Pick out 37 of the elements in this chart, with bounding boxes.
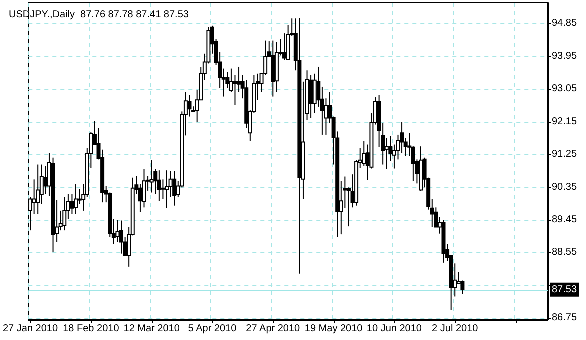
text: USDJPY.,Daily 87.76 87.78 87.41 87.53 <box>9 10 190 20</box>
x-tick-label: 12 Mar 2010 <box>124 324 180 334</box>
x-tick-label: 10 Jun 2010 <box>366 324 422 334</box>
x-tick-label: 5 Apr 2010 <box>188 324 238 334</box>
candlestick <box>36 164 40 215</box>
candlestick <box>157 170 162 202</box>
y-tick-label: 94.85 <box>552 18 578 30</box>
candlestick <box>116 220 120 243</box>
x-tick-label: 18 Feb 2010 <box>63 324 120 334</box>
x-tick-label: 27 Jan 2010 <box>2 324 58 334</box>
candlestick <box>188 94 192 118</box>
candlestick <box>384 138 389 170</box>
y-tick-label: 86.75 <box>552 312 578 324</box>
x-tick-label: 2 Jul 2010 <box>432 324 479 334</box>
candlestick <box>74 184 78 215</box>
candlestick <box>44 166 48 195</box>
ref-line-label: 87.53 <box>552 284 578 296</box>
candlestick <box>309 74 314 119</box>
y-tick-label: 93.05 <box>552 84 578 95</box>
x-tick-label: 27 Apr 2010 <box>246 324 301 334</box>
candlestick <box>362 141 366 167</box>
y-tick-label: 93.95 <box>552 50 578 62</box>
y-tick-label: 88.55 <box>552 247 578 258</box>
y-tick-label: 89.45 <box>552 214 578 226</box>
x-tick-label: 19 May 2010 <box>304 324 364 334</box>
y-tick-label: 90.35 <box>552 182 578 193</box>
candlestick <box>172 170 177 206</box>
y-tick-label: 91.25 <box>552 149 578 160</box>
candlestick <box>150 160 154 194</box>
candlestick <box>282 33 287 61</box>
candlestick <box>165 170 169 209</box>
y-tick-label: 92.15 <box>552 116 578 128</box>
candlestick <box>120 220 124 254</box>
candlestick <box>233 74 238 106</box>
candlestick <box>161 179 166 200</box>
candlestick <box>142 169 146 208</box>
candlestick <box>62 196 67 232</box>
